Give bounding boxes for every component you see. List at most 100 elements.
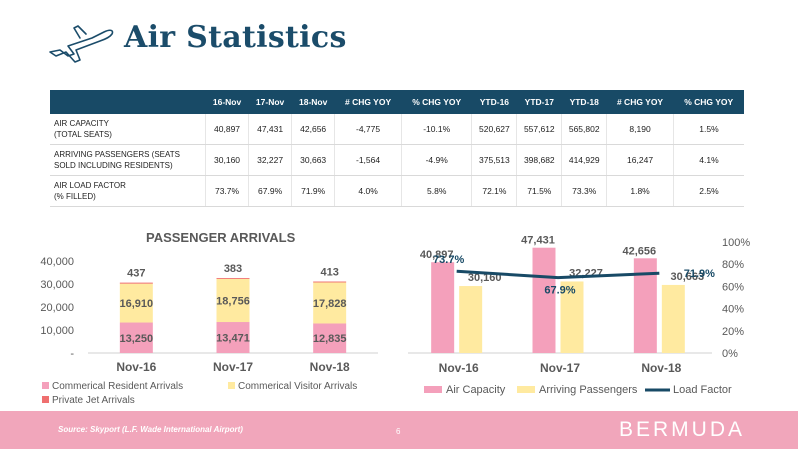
table-cell: 565,802 [561, 114, 607, 145]
table-cell: 5.8% [400, 175, 472, 207]
table-cell: -10.1% [400, 114, 472, 145]
legend-label: Commerical Visitor Arrivals [238, 381, 357, 392]
data-label: 13,250 [120, 333, 154, 345]
table-cell: -4,775 [334, 114, 402, 145]
table-cell: 4.0% [334, 175, 402, 207]
table-cell: 1.8% [606, 175, 674, 207]
table-cell: -1,564 [334, 144, 402, 176]
table-cell: 40,897 [204, 114, 249, 145]
table-cell: 32,227 [248, 144, 292, 176]
bar-segment [313, 282, 347, 324]
header-cell: 17-Nov [248, 90, 292, 114]
airplane-icon [49, 25, 114, 63]
x-tick-label: Nov-16 [439, 361, 479, 375]
data-label: 13,471 [216, 333, 250, 345]
table-cell: 42,656 [291, 114, 335, 145]
bar [459, 286, 483, 353]
table-cell: 67.9% [248, 175, 292, 207]
table-cell: 72.1% [471, 175, 517, 207]
data-label: 16,910 [120, 298, 154, 310]
data-label: 30,160 [468, 272, 502, 284]
legend-label: Load Factor [673, 384, 732, 396]
data-label: 12,835 [313, 333, 347, 345]
data-label: 17,828 [313, 298, 347, 310]
table-cell: 557,612 [516, 114, 562, 145]
bar [532, 247, 556, 353]
legend-swatch [228, 382, 235, 389]
row-label-line: ARRIVING PASSENGERS (SEATS [54, 150, 180, 159]
capacity-vs-passengers-chart: 0% 20% 40% 60% 80% 100% 40,897 30,160 Nov-16 47,4… [408, 235, 750, 396]
table-cell: 73.3% [561, 175, 607, 207]
load-factor-line [456, 269, 660, 280]
legend-label: Air Capacity [446, 384, 506, 396]
bar-segment [119, 322, 153, 353]
data-label: 437 [127, 268, 145, 280]
line-data-label: 67.9% [544, 285, 575, 297]
legend-swatch [42, 396, 49, 403]
data-label: 47,431 [521, 235, 555, 247]
bar-segment [216, 322, 250, 353]
table-cell: 2.5% [672, 175, 744, 207]
data-label: 30,663 [671, 271, 705, 283]
header-cell: YTD-17 [516, 90, 562, 114]
data-label: 18,756 [216, 295, 250, 307]
line-data-label: 73.7% [433, 254, 464, 266]
legend-swatch [42, 382, 49, 389]
header-cell: 16-Nov [205, 90, 249, 114]
y-tick-label: 40,000 [40, 256, 74, 268]
table-cell: 8,190 [606, 114, 674, 145]
bar-segment [313, 323, 347, 353]
table-cell: 414,929 [561, 144, 607, 176]
table-cell: 30,663 [291, 144, 335, 176]
source-note: Source: Skyport (L.F. Wade International… [58, 425, 243, 434]
row-label: ARRIVING PASSENGERS (SEATS SOLD INCLUDING… [50, 144, 206, 176]
bar [431, 262, 455, 353]
chart-title: PASSENGER ARRIVALS [146, 230, 296, 245]
x-tick-label: Nov-17 [540, 361, 580, 375]
data-label: 42,656 [623, 245, 657, 257]
x-tick-label: Nov-17 [213, 360, 253, 374]
air-statistics-table: 16-Nov 17-Nov 18-Nov # CHG YOY % CHG YOY… [50, 90, 744, 207]
y-tick-label: 30,000 [40, 279, 74, 291]
table-cell: 71.9% [291, 175, 335, 207]
legend-label: Arriving Passengers [539, 384, 638, 396]
header-cell: % CHG YOY [401, 90, 472, 114]
bermuda-logo: BERMUDA [619, 418, 746, 441]
page-title: Air Statistics [124, 20, 347, 55]
bar-segment [119, 283, 153, 323]
bar-segment [216, 277, 250, 279]
bar-segment [119, 282, 153, 284]
header-cell: # CHG YOY [606, 90, 674, 114]
y2-tick-label: 40% [722, 304, 744, 316]
line-data-label: 71.9% [684, 268, 715, 280]
bar-segment [216, 278, 250, 323]
passenger-arrivals-chart: PASSENGER ARRIVALS - 10,000 20,000 30,000 40,… [40, 230, 378, 406]
data-label: 40,897 [420, 249, 454, 261]
table-cell: 73.7% [204, 175, 249, 207]
header-cell: 18-Nov [291, 90, 335, 114]
legend-label: Commerical Resident Arrivals [52, 381, 183, 392]
row-label: AIR CAPACITY (TOTAL SEATS) [50, 114, 206, 145]
header-cell: YTD-16 [471, 90, 517, 114]
y2-tick-label: 60% [722, 281, 744, 293]
page-number: 6 [396, 427, 401, 436]
table-cell: 1.5% [672, 114, 744, 145]
table-cell: -4.9% [400, 144, 472, 176]
row-label-line: SOLD INCLUDING RESIDENTS) [54, 161, 173, 170]
row-label-line: AIR LOAD FACTOR [54, 181, 126, 190]
x-tick-label: Nov-18 [641, 361, 681, 375]
header-cell: % CHG YOY [673, 90, 744, 114]
header-cell: YTD-18 [561, 90, 607, 114]
table-cell: 16,247 [606, 144, 674, 176]
y2-tick-label: 20% [722, 326, 744, 338]
bar [633, 258, 657, 353]
y-tick-label: 20,000 [40, 302, 74, 314]
y-tick-label: - [70, 348, 74, 360]
y2-tick-label: 100% [722, 237, 750, 249]
table-cell: 375,513 [471, 144, 517, 176]
row-label: AIR LOAD FACTOR (% FILLED) [50, 175, 206, 207]
table-cell: 30,160 [204, 144, 249, 176]
legend-label: Private Jet Arrivals [52, 395, 135, 406]
row-label-line: (% FILLED) [54, 192, 96, 201]
table-cell: 71.5% [516, 175, 562, 207]
